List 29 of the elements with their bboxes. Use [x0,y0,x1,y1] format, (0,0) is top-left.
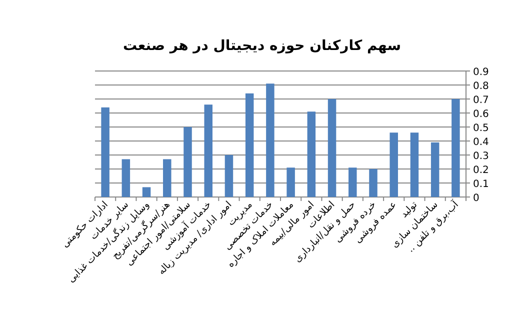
bar [142,187,151,197]
bar [452,99,460,197]
bar [307,112,316,197]
y-tick-label: 0.2 [473,165,489,176]
bar [430,142,440,197]
chart-title: سهم کارکنان حوزه دیجیتال در هر صنعت [123,38,401,54]
bar [184,127,192,197]
y-tick-label: 0.7 [473,95,489,106]
bar [286,168,295,197]
y-tick-label: 0.4 [473,137,489,148]
y-tick-label: 0.3 [473,151,489,162]
bar [204,104,212,197]
y-tick-label: 0.1 [473,179,489,190]
y-tick-label: 0 [473,193,480,204]
bar [369,169,378,197]
bar [348,168,357,197]
bar [328,99,336,197]
y-tick-label: 0.9 [473,67,489,78]
y-tick-label: 0.8 [473,81,489,92]
y-tick-label: 0.6 [473,109,489,120]
bar [101,107,110,197]
bar [122,159,130,197]
bar [410,132,419,197]
bar [266,84,274,197]
bar [245,93,254,197]
y-tick-label: 0.5 [473,123,489,134]
bar [224,155,234,197]
bar [163,159,172,197]
bar [390,132,398,197]
